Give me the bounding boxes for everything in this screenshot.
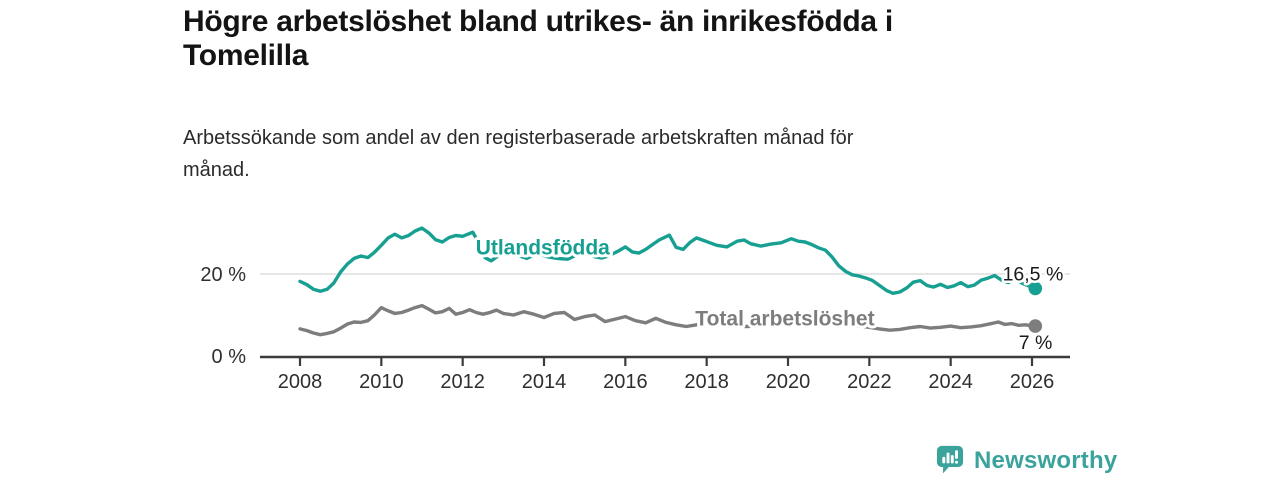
x-axis-tick-label-2014: 2014 <box>522 371 567 393</box>
chart-subtitle: Arbetssökande som andel av den registerb… <box>183 122 853 186</box>
x-axis-tick-label-2026: 2026 <box>1010 371 1055 393</box>
chart-title: Högre arbetslöshet bland utrikes- än inr… <box>183 5 893 73</box>
x-axis-tick-label-2022: 2022 <box>847 371 892 393</box>
x-axis-tick-label-2024: 2024 <box>928 371 973 393</box>
series-line-utlandsfodda <box>298 226 1038 295</box>
y-axis-tick-label-20: 20 % <box>200 264 246 286</box>
chart-title-line1: Högre arbetslöshet bland utrikes- än inr… <box>183 5 893 38</box>
bar-chart-speech-bubble-icon <box>936 445 964 474</box>
newsworthy-branding: Newsworthy <box>936 445 1117 476</box>
x-axis-tick-label-2010: 2010 <box>359 371 404 393</box>
y-axis-tick-label-0: 0 % <box>212 346 247 368</box>
chart-subtitle-line1: Arbetssökande som andel av den registerb… <box>183 127 854 149</box>
x-axis-tick-label-2012: 2012 <box>440 371 485 393</box>
x-axis-tick-label-2018: 2018 <box>684 371 729 393</box>
newsworthy-logo-text: Newsworthy <box>974 446 1118 474</box>
series-line-total-arbetsloshet <box>298 303 1038 337</box>
x-axis-tick-label-2008: 2008 <box>278 371 323 393</box>
x-axis-tick-label-2020: 2020 <box>766 371 811 393</box>
chart-subtitle-line2: månad. <box>183 159 250 181</box>
chart-title-line2: Tomelilla <box>183 39 309 72</box>
x-axis-tick-label-2016: 2016 <box>603 371 648 393</box>
series-inline-label-total-arbetsloshet: Total arbetslöshet <box>695 308 874 331</box>
series-end-value-label-utlandsfodda: 16,5 % <box>1003 263 1064 285</box>
series-end-dot-utlandsfodda <box>1028 281 1043 296</box>
series-inline-label-utlandsfodda: Utlandsfödda <box>476 236 610 259</box>
series-end-dot-total-arbetsloshet <box>1028 319 1043 333</box>
series-end-value-label-total-arbetsloshet: 7 % <box>1019 332 1053 354</box>
